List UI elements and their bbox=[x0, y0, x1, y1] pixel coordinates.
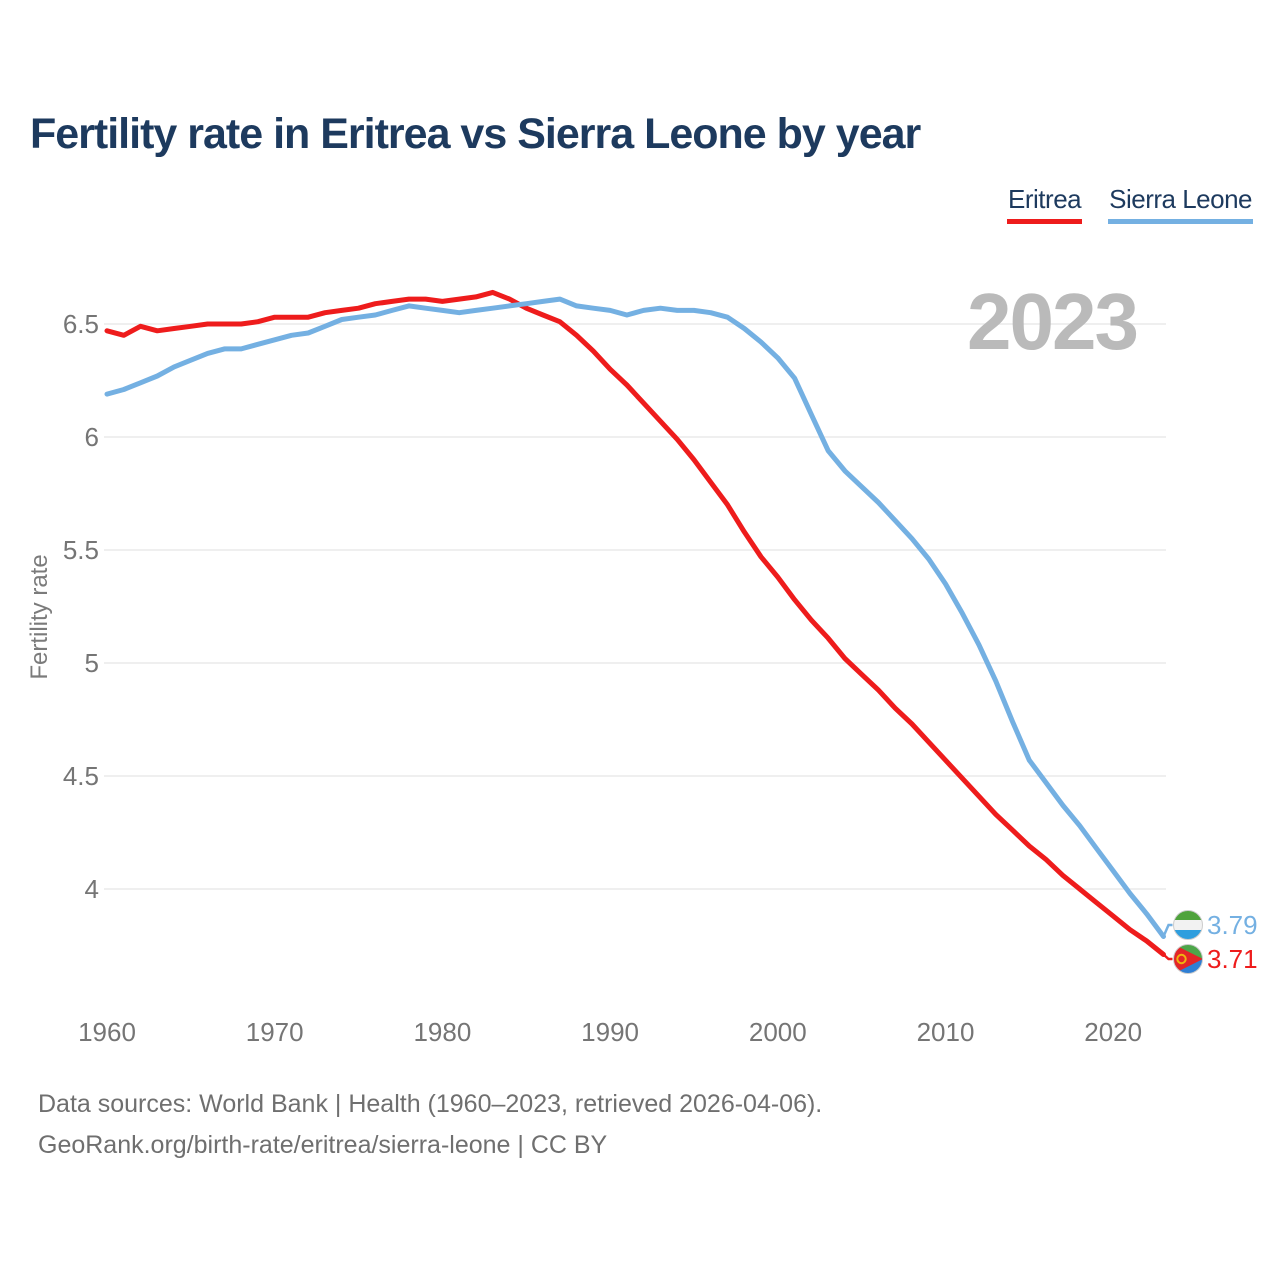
end-value-label: 3.79 bbox=[1207, 910, 1258, 940]
x-tick-label: 2020 bbox=[1084, 1017, 1142, 1047]
x-tick-label: 1970 bbox=[246, 1017, 304, 1047]
page-title: Fertility rate in Eritrea vs Sierra Leon… bbox=[30, 110, 921, 158]
x-tick-label: 1960 bbox=[78, 1017, 136, 1047]
sierra-leone-flag-icon bbox=[1173, 910, 1203, 940]
legend: Eritrea Sierra Leone bbox=[1007, 184, 1253, 224]
y-tick-label: 5.5 bbox=[63, 535, 99, 565]
footer-line-2: GeoRank.org/birth-rate/eritrea/sierra-le… bbox=[38, 1131, 608, 1159]
x-tick-label: 1980 bbox=[413, 1017, 471, 1047]
legend-item-eritrea[interactable]: Eritrea bbox=[1007, 184, 1083, 224]
end-value-label: 3.71 bbox=[1207, 944, 1258, 974]
end-connector bbox=[1162, 923, 1173, 937]
end-connector bbox=[1162, 953, 1173, 961]
y-tick-label: 5 bbox=[85, 648, 99, 678]
y-tick-label: 4.5 bbox=[63, 761, 99, 791]
legend-label-eritrea: Eritrea bbox=[1008, 184, 1082, 214]
footer-line-1: Data sources: World Bank | Health (1960–… bbox=[38, 1090, 823, 1118]
eritrea-flag-icon bbox=[1173, 944, 1203, 974]
x-tick-label: 2000 bbox=[749, 1017, 807, 1047]
y-tick-label: 6.5 bbox=[63, 309, 99, 339]
sierra-leone-line[interactable] bbox=[104, 296, 1166, 939]
x-tick-label: 1990 bbox=[581, 1017, 639, 1047]
eritrea-line[interactable] bbox=[104, 289, 1166, 957]
legend-item-sierra-leone[interactable]: Sierra Leone bbox=[1108, 184, 1253, 224]
watermark-year: 2023 bbox=[967, 277, 1137, 366]
x-tick-label: 2010 bbox=[917, 1017, 975, 1047]
y-tick-label: 4 bbox=[85, 874, 99, 904]
y-tick-label: 6 bbox=[85, 422, 99, 452]
legend-label-sierra-leone: Sierra Leone bbox=[1109, 184, 1252, 214]
footer: Data sources: World Bank | Health (1960–… bbox=[38, 1084, 822, 1166]
y-axis-title: Fertility rate bbox=[26, 554, 53, 679]
